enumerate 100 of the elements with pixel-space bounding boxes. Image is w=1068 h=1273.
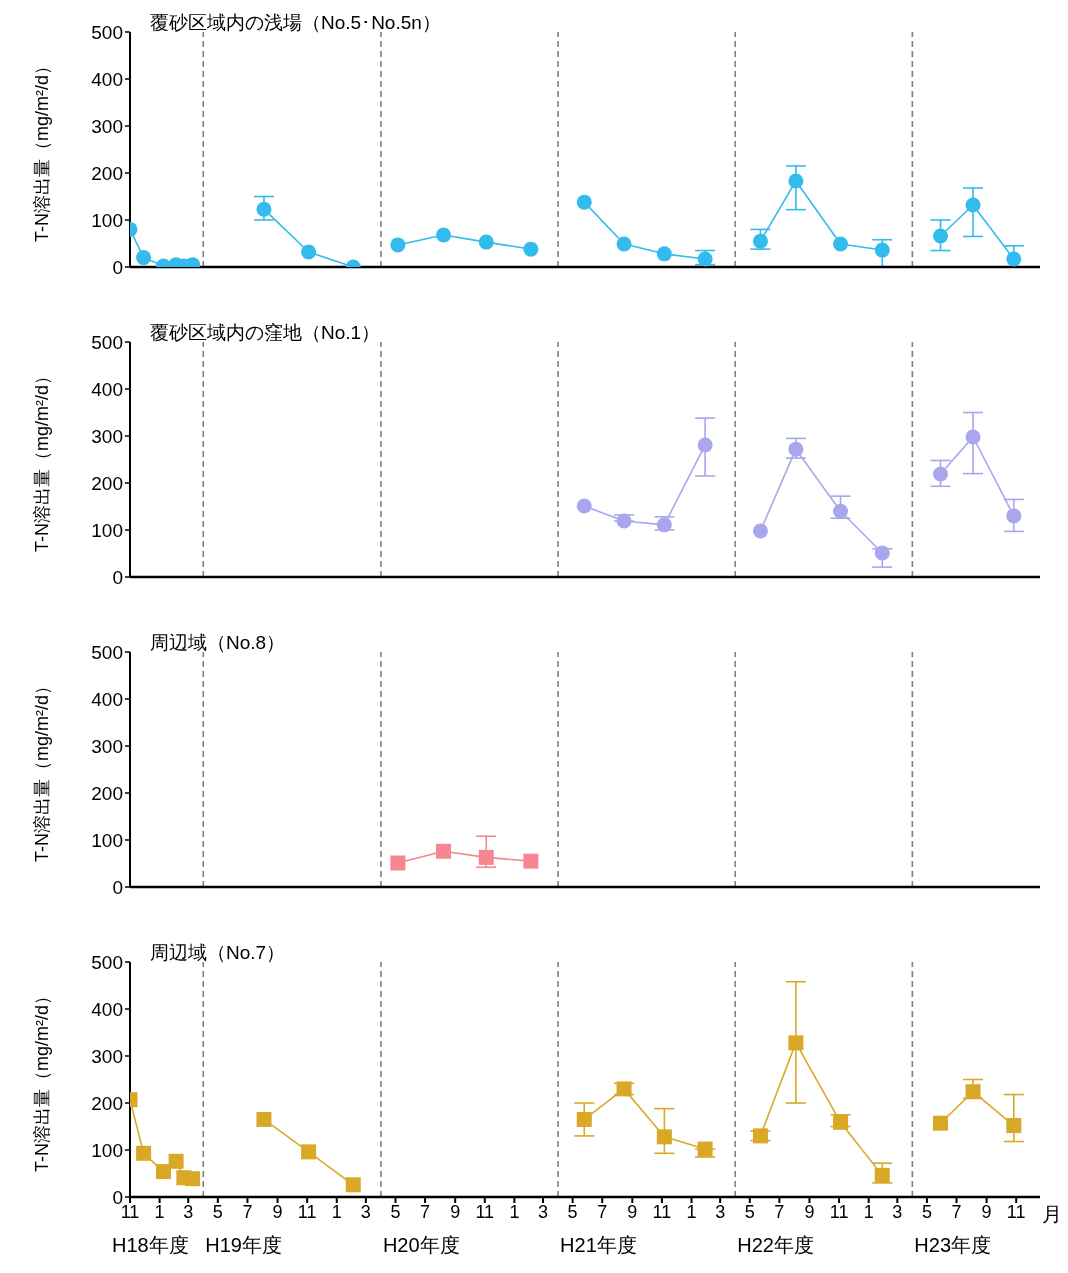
y-tick-label: 400 <box>91 998 123 1020</box>
chart-title: 覆砂区域内の窪地（No.1） <box>150 321 381 345</box>
y-tick-label: 300 <box>91 1045 123 1067</box>
x-tick-label: 3 <box>538 1201 549 1222</box>
y-tick-label: 0 <box>112 1186 123 1208</box>
y-tick-label: 200 <box>91 1092 123 1114</box>
point <box>576 498 592 514</box>
y-tick-label: 100 <box>91 519 123 541</box>
y-tick-label: 300 <box>91 425 123 447</box>
x-tick-label: 11 <box>1006 1201 1026 1222</box>
point <box>436 227 452 243</box>
y-tick-label: 200 <box>91 162 123 184</box>
x-tick-label: 9 <box>627 1201 638 1222</box>
point <box>656 246 672 262</box>
y-tick-label: 200 <box>91 472 123 494</box>
point <box>616 1081 632 1097</box>
x-tick-label: 5 <box>212 1201 223 1222</box>
x-tick-label: 7 <box>242 1201 253 1222</box>
x-tick-label: 11 <box>297 1201 317 1222</box>
x-tick-label: 1 <box>863 1201 874 1222</box>
text: H20年度 <box>382 1233 460 1257</box>
point <box>436 843 452 859</box>
point <box>874 545 890 561</box>
y-tick-label: 100 <box>91 1139 123 1161</box>
point <box>656 517 672 533</box>
x-tick-label: 3 <box>360 1201 371 1222</box>
point <box>576 194 592 210</box>
point <box>136 250 152 266</box>
text: H19年度 <box>205 1233 282 1257</box>
x-tick-label: 3 <box>715 1201 726 1222</box>
point <box>933 466 949 482</box>
x-tick-label: 3 <box>892 1201 903 1222</box>
y-tick-label: 0 <box>112 256 123 278</box>
point <box>833 236 849 252</box>
y-tick-label: 100 <box>91 209 123 231</box>
point <box>256 1111 272 1127</box>
y-axis-title: T-N溶出量（mg/m²/d） <box>32 676 52 863</box>
y-tick-label: 500 <box>91 951 123 973</box>
point <box>478 234 494 250</box>
point <box>616 236 632 252</box>
point <box>933 1115 949 1131</box>
point <box>1006 251 1022 267</box>
point <box>390 855 406 871</box>
point <box>833 1114 849 1130</box>
point <box>155 1164 171 1180</box>
x-tick-label: 1 <box>154 1201 165 1222</box>
x-tick-label: 7 <box>420 1201 431 1222</box>
y-tick-label: 400 <box>91 378 123 400</box>
point <box>478 849 494 865</box>
point <box>752 523 768 539</box>
point <box>301 1144 317 1160</box>
x-tick-label: 9 <box>981 1201 992 1222</box>
y-tick-label: 200 <box>91 782 123 804</box>
point <box>1006 1118 1022 1134</box>
point <box>788 1035 804 1051</box>
x-tick-label: 1 <box>686 1201 697 1222</box>
point <box>965 429 981 445</box>
x-tick-label: 9 <box>272 1201 283 1222</box>
point <box>965 1084 981 1100</box>
x-tick-label: 7 <box>597 1201 608 1222</box>
x-tick-label: 11 <box>475 1201 495 1222</box>
point <box>752 233 768 249</box>
point <box>656 1129 672 1145</box>
x-tick-label: 5 <box>567 1201 578 1222</box>
text: H23年度 <box>914 1233 992 1257</box>
y-tick-label: 500 <box>91 21 123 43</box>
point <box>168 1153 184 1169</box>
point <box>576 1111 592 1127</box>
point <box>965 197 981 213</box>
y-tick-label: 500 <box>91 641 123 663</box>
point <box>1006 508 1022 524</box>
x-axis-title: 月 <box>1042 1202 1062 1227</box>
text: H18年度 <box>112 1233 189 1257</box>
x-tick-label: 1 <box>509 1201 520 1222</box>
y-tick-label: 0 <box>112 566 123 588</box>
y-axis-title: T-N溶出量（mg/m²/d） <box>32 986 52 1173</box>
point <box>697 1141 713 1157</box>
x-tick-label: 5 <box>921 1201 932 1222</box>
chart-title: 覆砂区域内の浅場（No.5･No.5n） <box>150 11 441 35</box>
y-axis-title: T-N溶出量（mg/m²/d） <box>32 366 52 553</box>
x-tick-label: 1 <box>331 1201 342 1222</box>
point <box>616 513 632 529</box>
x-tick-label: 9 <box>804 1201 815 1222</box>
x-tick-label: 3 <box>183 1201 194 1222</box>
x-tick-label: 9 <box>450 1201 461 1222</box>
point <box>523 853 539 869</box>
x-tick-label: 7 <box>774 1201 785 1222</box>
y-tick-label: 400 <box>91 68 123 90</box>
point <box>345 1177 361 1193</box>
point <box>833 503 849 519</box>
point <box>256 201 272 217</box>
y-tick-label: 400 <box>91 688 123 710</box>
chart-title: 周辺域（No.8） <box>150 631 286 655</box>
point <box>136 1145 152 1161</box>
point <box>185 1171 201 1187</box>
x-tick-label: 11 <box>829 1201 849 1222</box>
point <box>301 244 317 260</box>
point <box>523 241 539 257</box>
y-tick-label: 100 <box>91 829 123 851</box>
point <box>752 1128 768 1144</box>
